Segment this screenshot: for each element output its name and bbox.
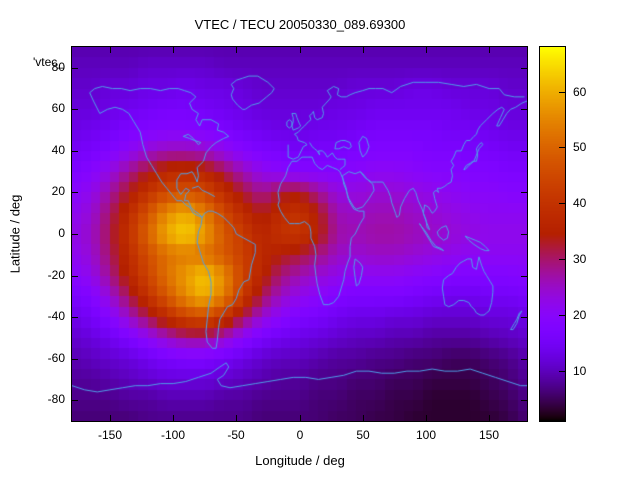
colorbar-tick-label: 30: [573, 252, 587, 266]
x-tick-mark: [363, 47, 364, 53]
y-tick-mark: [521, 400, 527, 401]
x-tick-mark: [426, 47, 427, 53]
x-tick-label: -50: [227, 428, 245, 442]
y-tick-mark: [72, 68, 78, 69]
colorbar-tick-mark: [559, 371, 565, 372]
x-tick-label: 0: [296, 428, 304, 442]
x-tick-label: 100: [415, 428, 437, 442]
y-tick-mark: [521, 151, 527, 152]
y-tick-label: 20: [51, 184, 65, 198]
y-tick-mark: [521, 234, 527, 235]
x-tick-label: 50: [356, 428, 370, 442]
y-tick-mark: [521, 109, 527, 110]
colorbar-tick-label: 50: [573, 140, 587, 154]
y-tick-mark: [521, 359, 527, 360]
x-tick-mark: [489, 47, 490, 53]
colorbar-tick-mark: [559, 315, 565, 316]
y-tick-mark: [72, 359, 78, 360]
colorbar-tick-label: 10: [573, 364, 587, 378]
colorbar-gradient: [540, 47, 565, 421]
y-tick-mark: [72, 317, 78, 318]
y-tick-mark: [521, 276, 527, 277]
y-tick-mark: [72, 400, 78, 401]
y-tick-mark: [521, 192, 527, 193]
colorbar-tick-mark: [559, 259, 565, 260]
x-tick-mark: [300, 415, 301, 421]
colorbar-tick-mark: [559, 203, 565, 204]
x-tick-mark: [426, 415, 427, 421]
y-tick-mark: [72, 151, 78, 152]
x-tick-mark: [236, 47, 237, 53]
key-annotation: 'vtec_: [33, 55, 64, 69]
x-tick-mark: [110, 47, 111, 53]
y-tick-mark: [72, 192, 78, 193]
colorbar-tick-label: 60: [573, 85, 587, 99]
x-axis-title: Longitude / deg: [255, 453, 345, 468]
x-tick-mark: [300, 47, 301, 53]
y-tick-label: -60: [47, 351, 65, 365]
x-tick-mark: [173, 47, 174, 53]
y-tick-label: 0: [58, 226, 65, 240]
plot-area: [71, 46, 528, 422]
y-tick-label: -20: [47, 268, 65, 282]
x-tick-mark: [489, 415, 490, 421]
x-tick-mark: [173, 415, 174, 421]
colorbar-tick-mark: [559, 147, 565, 148]
vtec-heatmap-image: [72, 47, 527, 421]
x-tick-mark: [236, 415, 237, 421]
x-tick-mark: [363, 415, 364, 421]
x-tick-label: -150: [97, 428, 123, 442]
colorbar: [539, 46, 566, 422]
colorbar-tick-label: 40: [573, 196, 587, 210]
colorbar-tick-mark: [559, 92, 565, 93]
y-tick-mark: [521, 317, 527, 318]
y-tick-label: 60: [51, 101, 65, 115]
y-tick-label: -40: [47, 309, 65, 323]
x-tick-label: -100: [160, 428, 186, 442]
y-tick-label: 80: [51, 60, 65, 74]
x-tick-mark: [110, 415, 111, 421]
chart-title: VTEC / TECU 20050330_089.69300: [194, 17, 406, 32]
colorbar-tick-label: 20: [573, 308, 587, 322]
y-tick-label: 40: [51, 143, 65, 157]
y-tick-mark: [72, 109, 78, 110]
y-tick-mark: [72, 276, 78, 277]
y-tick-label: -80: [47, 392, 65, 406]
x-tick-label: 150: [478, 428, 500, 442]
y-tick-mark: [521, 68, 527, 69]
y-tick-mark: [72, 234, 78, 235]
